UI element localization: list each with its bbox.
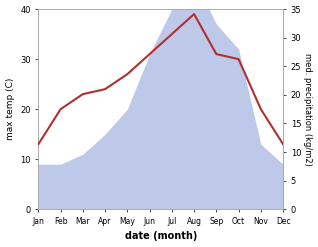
Y-axis label: max temp (C): max temp (C) <box>5 78 15 140</box>
X-axis label: date (month): date (month) <box>125 231 197 242</box>
Y-axis label: med. precipitation (kg/m2): med. precipitation (kg/m2) <box>303 53 313 165</box>
